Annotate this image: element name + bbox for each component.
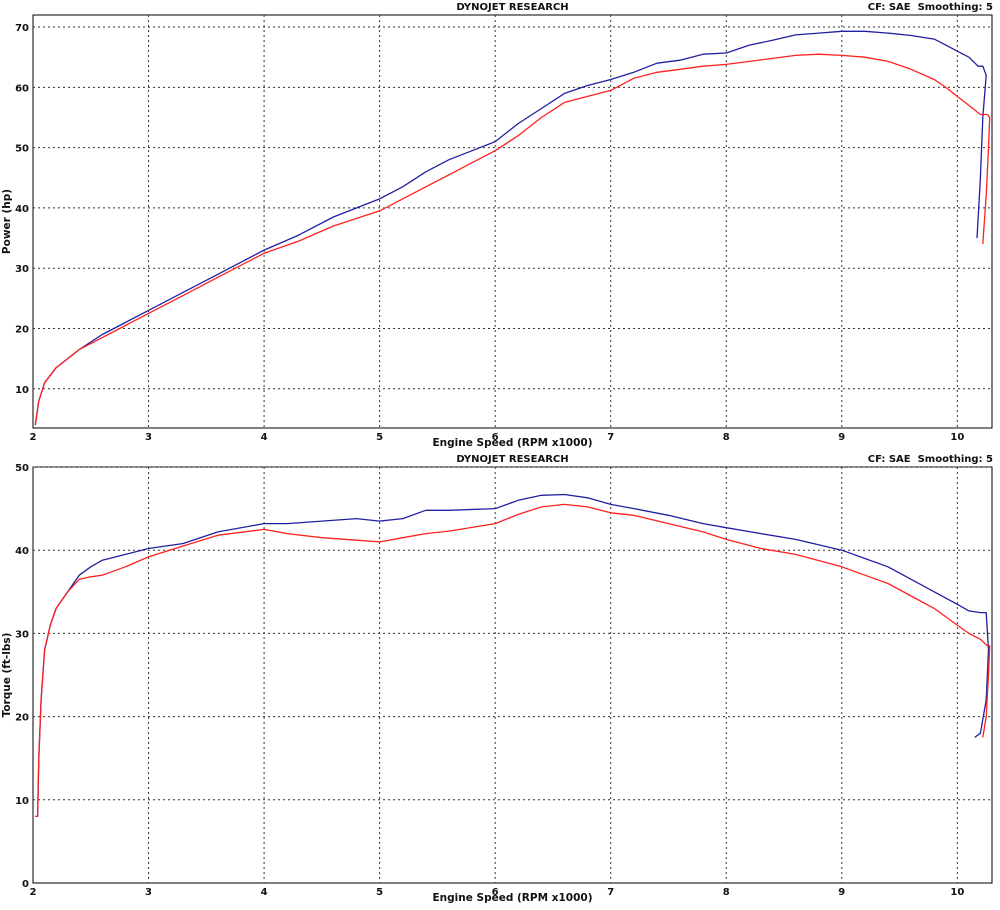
x-axis-label: Engine Speed (RPM x1000) <box>433 437 593 449</box>
y-tick-label: 50 <box>15 463 29 474</box>
chart-title: DYNOJET RESEARCH <box>456 2 568 13</box>
x-tick-label: 8 <box>723 887 730 898</box>
y-axis-label: Torque (ft-lbs) <box>1 633 13 718</box>
x-tick-label: 10 <box>950 432 964 443</box>
chart-subtitle: CF: SAE Smoothing: 5 <box>868 2 993 13</box>
y-tick-label: 60 <box>15 83 29 94</box>
x-tick-label: 7 <box>607 432 614 443</box>
y-tick-label: 20 <box>15 713 29 724</box>
x-tick-label: 9 <box>838 432 845 443</box>
series-line-1 <box>35 493 990 818</box>
chart-2: 2 3 4 5 6 7 8 9 10 0 10 20 30 40 50 DYNOJET RESEARCH CF:… <box>1 454 993 904</box>
y-tick-label: 10 <box>15 796 29 807</box>
plot-frame <box>32 14 993 429</box>
x-tick-label: 3 <box>145 432 152 443</box>
x-tick-label: 7 <box>607 887 614 898</box>
x-tick-label: 4 <box>261 432 268 443</box>
x-tick-label: 8 <box>723 432 730 443</box>
y-tick-label: 30 <box>15 264 29 275</box>
x-tick-label: 10 <box>950 887 964 898</box>
x-tick-label: 6 <box>492 432 499 443</box>
chart-title: DYNOJET RESEARCH <box>456 454 568 465</box>
x-tick-label: 9 <box>838 887 845 898</box>
x-tick-label: 5 <box>376 887 383 898</box>
y-tick-label: 30 <box>15 629 29 640</box>
x-tick-label: 2 <box>30 432 37 443</box>
x-axis-label: Engine Speed (RPM x1000) <box>433 892 593 904</box>
series-line-2 <box>35 503 991 818</box>
chart-1: 2 3 4 5 6 7 8 9 10 10 20 30 40 50 60 70 DYNOJET RESEARCH… <box>1 2 993 449</box>
chart-subtitle: CF: SAE Smoothing: 5 <box>868 454 993 465</box>
y-axis-label: Power (hp) <box>1 189 13 254</box>
x-tick-label: 2 <box>30 887 37 898</box>
y-tick-label: 70 <box>15 23 29 34</box>
y-tick-label: 0 <box>22 879 29 890</box>
y-tick-label: 40 <box>15 546 29 557</box>
series-line-2 <box>34 53 991 426</box>
x-tick-label: 6 <box>492 887 499 898</box>
x-tick-label: 5 <box>376 432 383 443</box>
y-tick-label: 20 <box>15 325 29 336</box>
series-line-1 <box>34 30 987 426</box>
x-tick-label: 3 <box>145 887 152 898</box>
y-tick-label: 50 <box>15 144 29 155</box>
plot-frame <box>32 466 993 884</box>
x-tick-label: 4 <box>261 887 268 898</box>
y-tick-label: 10 <box>15 385 29 396</box>
y-tick-label: 40 <box>15 204 29 215</box>
